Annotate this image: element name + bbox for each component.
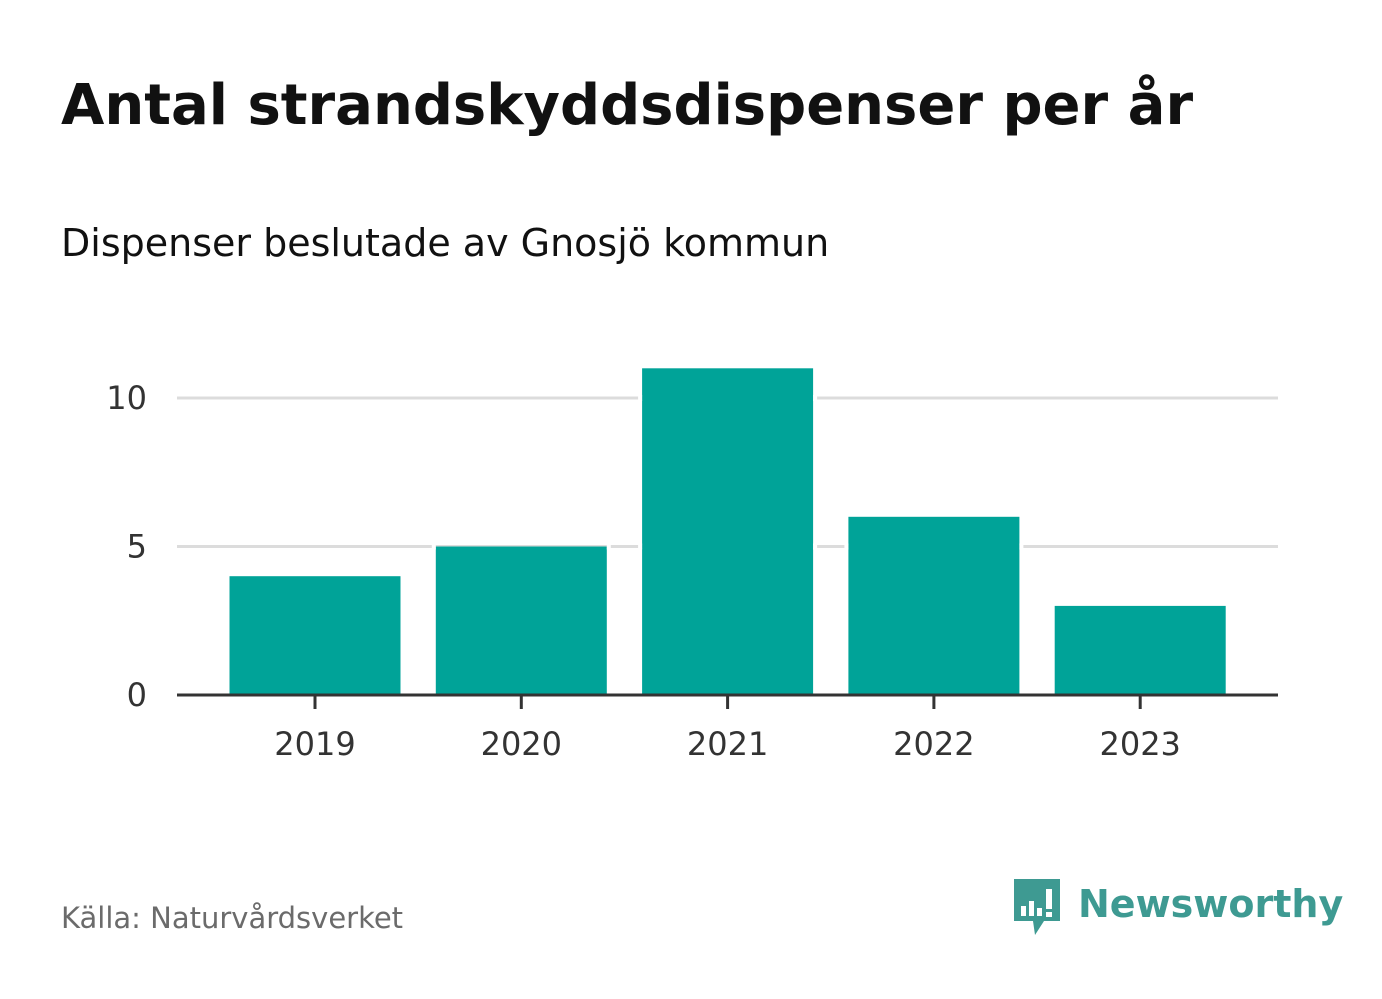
y-tick-label: 10 bbox=[106, 379, 147, 417]
x-tick-label: 2020 bbox=[481, 725, 562, 763]
newsworthy-logo-icon bbox=[1014, 879, 1060, 935]
source-note: Källa: Naturvårdsverket bbox=[61, 901, 404, 935]
brand: Newsworthy bbox=[1012, 877, 1343, 939]
bar-2021 bbox=[642, 368, 814, 695]
x-tick-label: 2023 bbox=[1099, 725, 1180, 763]
grid-gap bbox=[638, 395, 643, 401]
x-tick-label: 2021 bbox=[687, 725, 768, 763]
x-tick-label: 2019 bbox=[274, 725, 355, 763]
grid-gap bbox=[813, 543, 818, 550]
chart-title: Antal strandskyddsdispenser per år bbox=[61, 73, 1194, 138]
axes: 0 5 10 2019 2020 2021 2022 2023 bbox=[106, 379, 1278, 763]
bar-chart: 0 5 10 2019 2020 2021 2022 2023 bbox=[106, 368, 1278, 763]
brand-name: Newsworthy bbox=[1078, 882, 1344, 926]
bar-2019 bbox=[229, 576, 401, 695]
grid-gap bbox=[606, 543, 611, 550]
bars bbox=[229, 368, 1226, 695]
grid-gap bbox=[844, 543, 849, 550]
chart-subtitle: Dispenser beslutade av Gnosjö kommun bbox=[61, 221, 830, 265]
bar-2020 bbox=[435, 546, 607, 695]
grid-gap bbox=[1019, 543, 1024, 550]
grid-gap bbox=[431, 543, 436, 550]
x-tick-label: 2022 bbox=[893, 725, 974, 763]
bar-2022 bbox=[848, 516, 1020, 695]
y-tick-label: 0 bbox=[127, 676, 147, 714]
grid-gap bbox=[638, 543, 643, 550]
bar-2023 bbox=[1054, 605, 1226, 695]
y-tick-label: 5 bbox=[127, 528, 147, 566]
grid-gap bbox=[813, 395, 818, 401]
